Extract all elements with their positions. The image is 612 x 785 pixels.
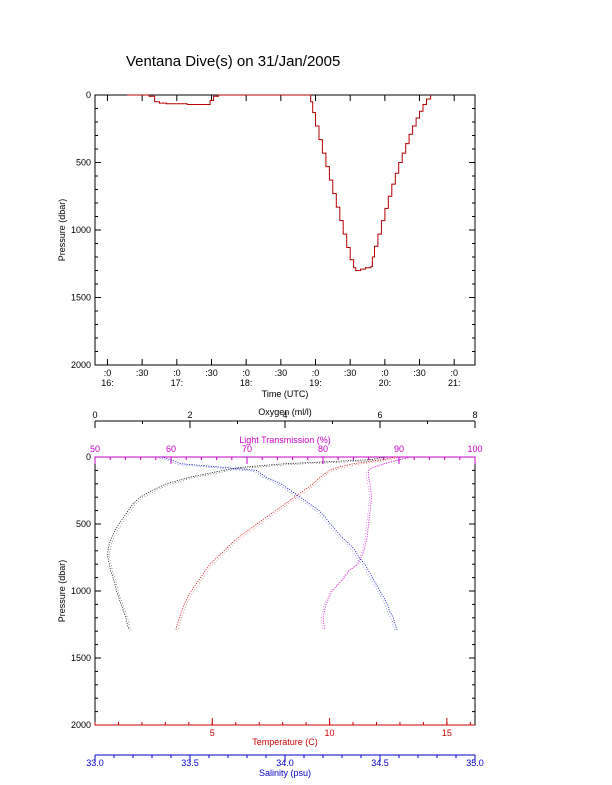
top-x-tick-hour-label: 20: [379, 378, 392, 388]
oxygen-axis-tick-label: 8 [472, 410, 477, 420]
transmission-axis-tick-label: 100 [467, 444, 482, 454]
top-x-tick-label: :0 [104, 368, 112, 378]
top-x-tick-label: :30 [344, 368, 357, 378]
dive-pressure-samples [126, 94, 431, 271]
bottom-y-tick-label: 500 [76, 519, 91, 529]
oxygen-axis-tick-label: 4 [282, 410, 287, 420]
temperature-axis-tick-label: 10 [325, 728, 335, 738]
top-x-tick-label: :0 [450, 368, 458, 378]
temperature-profile-upcast [177, 457, 398, 631]
salinity-axis-tick-label: 34.0 [276, 758, 294, 768]
oxygen-axis-label: Oxygen (ml/l) [258, 407, 312, 417]
transmission-axis-tick-label: 80 [318, 444, 328, 454]
top-y-tick-label: 1500 [71, 293, 91, 303]
temperature-axis-tick-label: 5 [210, 728, 215, 738]
top-x-tick-label: :0 [173, 368, 181, 378]
top-x-tick-label: :30 [275, 368, 288, 378]
top-x-axis: :016::30:017::30:018::30:019::30:020::30… [101, 95, 460, 388]
salinity-axis-tick-label: 33.5 [181, 758, 199, 768]
oxygen-axis-tick-label: 0 [92, 410, 97, 420]
profile-series [107, 456, 411, 631]
top-x-tick-label: :30 [205, 368, 218, 378]
transmission-axis-tick-label: 60 [166, 444, 176, 454]
transmission-axis-label: Light Transmission (%) [239, 435, 331, 445]
transmission-axis: 50 60 70 80 90 100 [90, 444, 483, 464]
top-x-tick-hour-label: 19: [309, 378, 322, 388]
bottom-plot-frame [94, 456, 476, 726]
salinity-profile-upcast [159, 457, 396, 631]
temperature-axis: 5 10 15 [94, 718, 475, 738]
salinity-profile [161, 456, 398, 631]
transmission-axis-tick-label: 50 [90, 444, 100, 454]
bottom-y-tick-label: 1500 [71, 653, 91, 663]
top-y-axis: 0 500 1000 1500 2000 [71, 90, 475, 370]
top-y-axis-label: Pressure (dbar) [57, 199, 67, 262]
top-y-tick-label: 500 [76, 158, 91, 168]
bottom-y-tick-label: 2000 [71, 720, 91, 730]
top-x-tick-hour-label: 16: [101, 378, 114, 388]
bottom-y-tick-label: 1000 [71, 586, 91, 596]
oxygen-axis-tick-label: 6 [377, 410, 382, 420]
salinity-axis-tick-label: 33.0 [86, 758, 104, 768]
oxygen-axis-tick-label: 2 [187, 410, 192, 420]
oxygen-profile-upcast [109, 457, 387, 631]
top-x-tick-label: :0 [312, 368, 320, 378]
top-x-tick-hour-label: 21: [448, 378, 461, 388]
temperature-axis-label: Temperature (C) [252, 737, 318, 747]
top-y-tick-label: 2000 [71, 360, 91, 370]
profile-plot: 0 500 1000 1500 2000 0 2 4 6 8 50 60 70 80 90 100 5 10… [57, 407, 484, 778]
top-x-axis-label: Time (UTC) [262, 389, 309, 399]
top-x-tick-hour-label: 18: [240, 378, 253, 388]
bottom-y-axis: 0 500 1000 1500 2000 [71, 452, 475, 730]
oxygen-axis: 0 2 4 6 8 [92, 410, 478, 428]
bottom-y-tick-label: 0 [86, 452, 91, 462]
salinity-axis: 33.0 33.5 34.0 34.5 35.0 [86, 754, 484, 768]
dive-series [126, 94, 432, 271]
top-x-tick-hour-label: 17: [171, 378, 184, 388]
chart-title: Ventana Dive(s) on 31/Jan/2005 [126, 53, 340, 70]
dive-pressure-line [126, 94, 432, 271]
transmission-axis-tick-label: 70 [242, 444, 252, 454]
top-x-tick-label: :30 [136, 368, 149, 378]
top-plot-frame [94, 94, 476, 366]
transmission-profile [322, 456, 411, 630]
salinity-axis-label: Salinity (psu) [259, 768, 311, 778]
top-x-tick-label: :0 [242, 368, 250, 378]
salinity-axis-tick-label: 34.5 [371, 758, 389, 768]
oxygen-profile [107, 456, 385, 631]
temperature-profile [175, 456, 396, 630]
temperature-axis-tick-label: 15 [442, 728, 452, 738]
bottom-y-axis-label: Pressure (dbar) [57, 560, 67, 623]
top-y-tick-label: 1000 [71, 225, 91, 235]
salinity-axis-tick-label: 35.0 [466, 758, 484, 768]
top-y-tick-label: 0 [86, 90, 91, 100]
transmission-profile-upcast [320, 457, 409, 631]
top-x-tick-label: :30 [413, 368, 426, 378]
top-x-tick-label: :0 [381, 368, 389, 378]
transmission-axis-tick-label: 90 [394, 444, 404, 454]
